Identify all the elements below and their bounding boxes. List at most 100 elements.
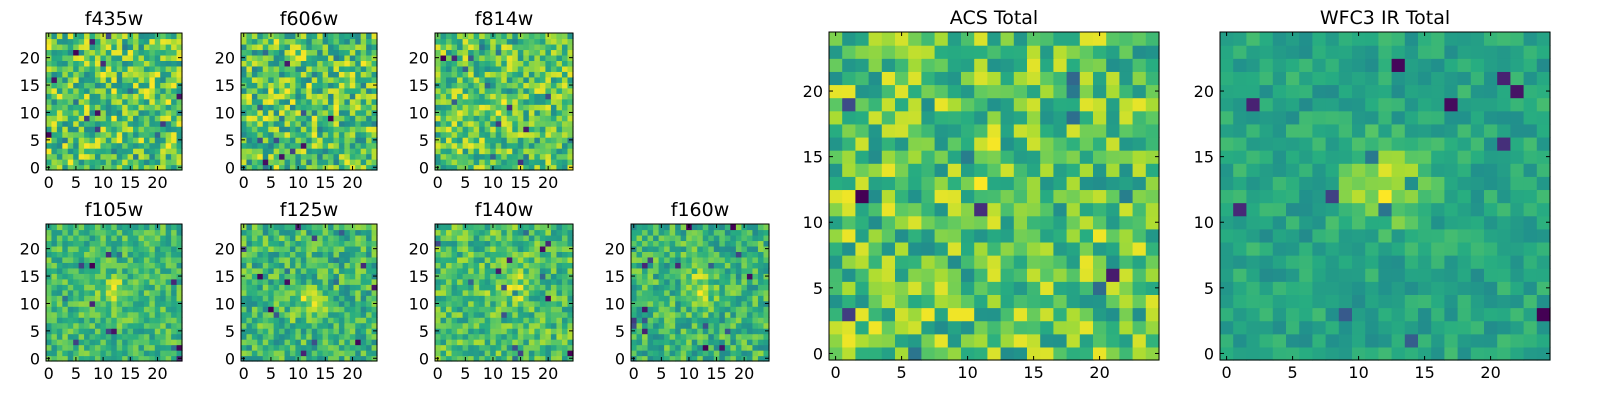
heatmap-cell	[268, 153, 275, 160]
heatmap-cell	[366, 93, 373, 100]
heatmap-cell	[556, 273, 563, 280]
heatmap-cell	[154, 87, 161, 94]
heatmap-cell	[371, 49, 378, 56]
heatmap-cell	[1106, 241, 1120, 256]
heatmap-cell	[306, 333, 313, 340]
heatmap-cell	[528, 115, 535, 122]
heatmap-cell	[360, 148, 367, 155]
heatmap-cell	[462, 43, 469, 51]
heatmap-cell	[268, 159, 275, 166]
heatmap-cell	[116, 306, 123, 313]
heatmap-cell	[752, 289, 759, 296]
heatmap-cell	[262, 71, 269, 78]
heatmap-cell	[273, 350, 280, 357]
heatmap-cell	[451, 262, 458, 269]
heatmap-cell	[273, 240, 280, 247]
heatmap-cell	[484, 322, 491, 329]
heatmap-cell	[457, 104, 464, 111]
heatmap-cell	[251, 54, 258, 61]
heatmap-cell	[284, 256, 291, 263]
heatmap-cell	[338, 328, 345, 335]
heatmap-cell	[680, 256, 687, 263]
heatmap-cell	[143, 245, 150, 252]
heatmap-cell	[561, 273, 569, 280]
heatmap-cell	[56, 224, 63, 231]
heatmap-cell	[457, 38, 464, 45]
heatmap-cell	[556, 289, 563, 296]
heatmap-cell	[462, 65, 469, 72]
heatmap-cell	[490, 240, 497, 247]
heatmap-cell	[528, 131, 535, 138]
heatmap-cell	[268, 289, 275, 296]
heatmap-cell	[550, 98, 558, 105]
heatmap-cell	[289, 322, 296, 329]
heatmap-cell	[479, 229, 486, 236]
heatmap-cell	[160, 109, 167, 116]
heatmap-cell	[512, 229, 519, 236]
heatmap-cell	[763, 251, 770, 258]
heatmap-cell	[713, 311, 720, 318]
heatmap-cell	[67, 93, 74, 100]
heatmap-cell	[62, 98, 69, 105]
heatmap-cell	[757, 273, 765, 280]
heatmap-cell	[506, 350, 513, 357]
heatmap-cell	[143, 148, 150, 155]
heatmap-cell	[344, 311, 351, 318]
heatmap-cell	[545, 71, 552, 78]
heatmap-cell	[268, 245, 275, 252]
heatmap-cell	[435, 240, 442, 247]
heatmap-cell	[322, 109, 329, 116]
heatmap-cell	[561, 339, 569, 346]
heatmap-cell	[636, 322, 643, 329]
heatmap-cell	[451, 60, 458, 67]
heatmap-cell	[752, 224, 759, 231]
heatmap-cell	[138, 65, 145, 72]
heatmap-cell	[440, 49, 447, 56]
heatmap-cell	[322, 322, 329, 329]
heatmap-cell	[51, 262, 58, 269]
heatmap-cell	[51, 322, 58, 329]
heatmap-cell	[1040, 215, 1054, 230]
heatmap-cell	[149, 322, 156, 329]
heatmap-cell	[328, 295, 335, 302]
heatmap-cell	[62, 126, 69, 133]
heatmap-cell	[349, 60, 356, 67]
heatmap-cell	[440, 300, 447, 307]
heatmap-cell	[550, 60, 558, 67]
heatmap-cell	[512, 251, 519, 258]
heatmap-cell	[89, 333, 96, 340]
heatmap-cell	[284, 33, 291, 40]
heatmap-cell	[143, 224, 150, 231]
heatmap-cell	[752, 229, 759, 236]
heatmap-cell	[317, 234, 324, 242]
heatmap-cell	[56, 115, 63, 122]
heatmap-cell	[495, 49, 502, 56]
heatmap-cell	[987, 294, 1002, 309]
heatmap-cell	[279, 306, 286, 313]
heatmap-cell	[468, 267, 475, 274]
heatmap-cell	[284, 76, 291, 83]
heatmap-cell	[105, 71, 112, 78]
heatmap-cell	[165, 355, 172, 362]
heatmap-cell	[62, 142, 69, 149]
heatmap-cell	[468, 104, 475, 111]
heatmap-cell	[961, 320, 975, 335]
heatmap-cell	[116, 65, 123, 72]
heatmap-cell	[842, 255, 856, 269]
heatmap-cell	[246, 306, 253, 313]
heatmap-cell	[333, 131, 340, 138]
heatmap-cell	[708, 295, 715, 302]
heatmap-cell	[317, 115, 324, 122]
heatmap-cell	[349, 256, 356, 263]
heatmap-cell	[306, 164, 313, 171]
heatmap-cell	[435, 322, 442, 329]
heatmap-cell	[355, 350, 362, 357]
heatmap-cell	[868, 268, 883, 282]
heatmap-cell	[539, 109, 546, 116]
heatmap-cell	[105, 355, 112, 362]
heatmap-cell	[273, 344, 280, 351]
heatmap-cell	[344, 350, 351, 357]
heatmap-cell	[636, 278, 643, 285]
heatmap-cell	[987, 189, 1002, 204]
heatmap-cell	[746, 256, 754, 263]
